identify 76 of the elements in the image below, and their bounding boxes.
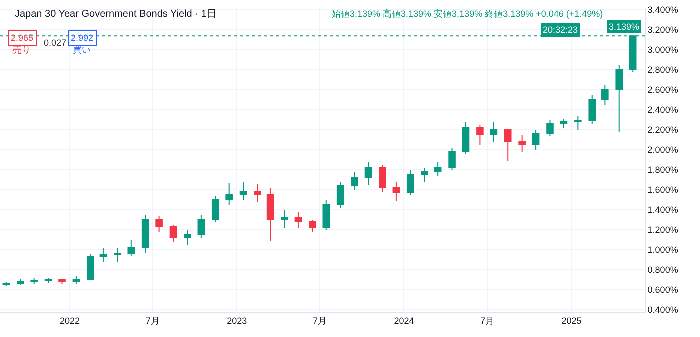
- candlestick: [574, 116, 582, 130]
- x-tick-label: 2025: [562, 316, 582, 326]
- candlestick: [100, 248, 108, 262]
- candlestick: [434, 162, 442, 176]
- ref-line-label: 3.139%: [609, 22, 640, 32]
- candlestick: [281, 210, 288, 228]
- annotation: 20:32:23: [543, 25, 578, 35]
- annotation: 始値3.139% 高値3.139% 安値3.139% 終値3.139% +0.046 (+1.49%): [332, 9, 604, 19]
- candlestick: [588, 94, 596, 124]
- y-tick-label: 2.200%: [648, 125, 678, 136]
- y-tick-label: 1.000%: [648, 245, 678, 256]
- candlestick: [309, 220, 316, 232]
- y-tick-label: 1.800%: [648, 165, 678, 176]
- x-tick-label: 7月: [146, 316, 160, 326]
- candlestick: [336, 182, 344, 208]
- y-tick-label: 1.400%: [648, 205, 678, 216]
- y-tick-label: 2.800%: [648, 65, 678, 76]
- candlestick: [560, 118, 568, 128]
- candlestick: [392, 182, 400, 202]
- y-tick-label: 0.400%: [648, 305, 678, 316]
- candlestick: [532, 130, 540, 150]
- y-tick-label: 1.600%: [648, 185, 678, 196]
- y-tick-label: 2.600%: [648, 85, 678, 96]
- candlestick: [421, 168, 428, 182]
- candlestick: [16, 278, 24, 286]
- y-tick-label: 0.600%: [648, 285, 678, 296]
- y-tick-label: 2.400%: [648, 105, 678, 116]
- candlestick: [114, 248, 122, 262]
- candlestick: [156, 216, 163, 232]
- annotation: 売り: [13, 45, 31, 55]
- annotation: 2.992: [71, 33, 94, 43]
- candlestick: [448, 148, 456, 170]
- candlestick: [266, 188, 274, 242]
- candlestick: [518, 134, 526, 152]
- annotation: 0.027: [44, 38, 67, 48]
- y-tick-label: 3.400%: [648, 5, 678, 16]
- chart-title: Japan 30 Year Government Bonds Yield · 1日: [15, 9, 217, 20]
- candlestick: [490, 122, 498, 142]
- candlestick: [72, 276, 80, 284]
- candlestick: [254, 184, 262, 202]
- x-tick-label: 7月: [312, 316, 327, 326]
- candlestick: [128, 240, 136, 256]
- y-tick-label: 1.200%: [648, 225, 678, 236]
- candlestick: [379, 164, 386, 192]
- candlestick: [44, 278, 52, 284]
- x-tick-label: 7月: [480, 316, 495, 326]
- candlestick: [198, 214, 206, 238]
- y-tick-label: 0.800%: [648, 265, 678, 276]
- candlestick: [406, 170, 414, 196]
- candlestick: [364, 162, 372, 186]
- annotation: 買い: [73, 45, 91, 55]
- annotation: 2.965: [11, 33, 34, 43]
- candlestick: [30, 278, 38, 284]
- candlestick: [212, 196, 220, 222]
- y-tick-label: 3.000%: [648, 45, 678, 56]
- y-tick-label: 3.200%: [648, 25, 678, 36]
- candlestick: [142, 214, 150, 254]
- candlestick: [170, 224, 178, 242]
- x-tick-label: 2022: [60, 316, 80, 326]
- candlestick: [462, 122, 470, 154]
- y-tick-label: 2.000%: [648, 145, 678, 156]
- candlestick: [602, 84, 609, 106]
- candlestick: [58, 278, 66, 284]
- candlestick: [294, 212, 302, 228]
- candlestick: [476, 124, 484, 146]
- candlestick: [351, 172, 358, 190]
- candlestick: [322, 200, 330, 230]
- candlestick: [87, 254, 94, 280]
- candlestick: [184, 230, 192, 246]
- x-tick-label: 2023: [227, 316, 248, 326]
- candlestick: [240, 182, 248, 200]
- candlestick: [616, 64, 624, 132]
- x-tick-label: 2024: [394, 316, 414, 326]
- candlestick: [226, 182, 233, 206]
- candlestick: [504, 130, 512, 162]
- candlestick: [546, 120, 554, 136]
